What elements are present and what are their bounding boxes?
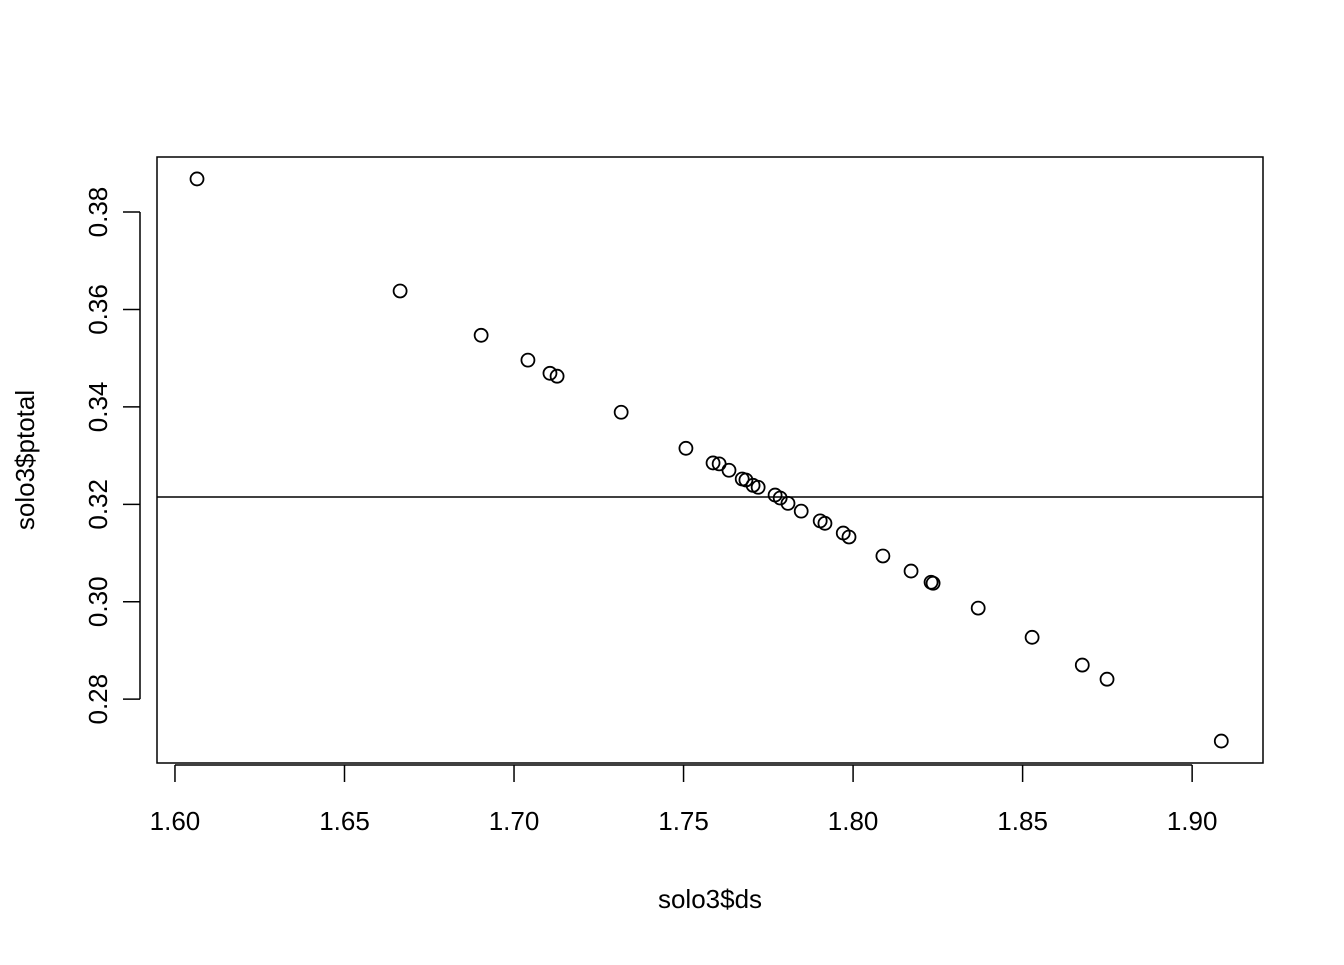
y-tick-label: 0.32 <box>83 479 113 530</box>
y-tick-label: 0.30 <box>83 576 113 627</box>
point <box>780 495 796 511</box>
y-tick-label: 0.38 <box>83 187 113 238</box>
point <box>721 462 737 478</box>
point <box>520 352 536 368</box>
point <box>772 490 788 506</box>
x-tick-label: 1.65 <box>319 806 370 836</box>
point <box>925 575 941 591</box>
y-axis-label: solo3$ptotal <box>10 390 40 530</box>
x-tick-label: 1.70 <box>489 806 540 836</box>
plot-box <box>156 156 1264 764</box>
point <box>841 529 857 545</box>
point <box>613 404 629 420</box>
point <box>392 283 408 299</box>
point <box>903 563 919 579</box>
point <box>970 600 986 616</box>
point <box>1024 629 1040 645</box>
x-tick-label: 1.90 <box>1167 806 1218 836</box>
point <box>817 515 833 531</box>
point <box>875 548 891 564</box>
point <box>189 171 205 187</box>
point <box>473 327 489 343</box>
x-tick-label: 1.75 <box>658 806 709 836</box>
y-tick-label: 0.28 <box>83 674 113 725</box>
point <box>678 440 694 456</box>
x-tick-label: 1.85 <box>997 806 1048 836</box>
y-tick-label: 0.36 <box>83 284 113 335</box>
point <box>549 368 565 384</box>
x-axis-label: solo3$ds <box>658 884 762 914</box>
point <box>793 503 809 519</box>
x-tick-label: 1.80 <box>828 806 879 836</box>
point <box>750 479 766 495</box>
point <box>705 455 721 471</box>
point <box>1074 657 1090 673</box>
x-tick-label: 1.60 <box>150 806 201 836</box>
y-tick-label: 0.34 <box>83 382 113 433</box>
point <box>542 365 558 381</box>
point <box>1213 733 1229 749</box>
point <box>1099 671 1115 687</box>
